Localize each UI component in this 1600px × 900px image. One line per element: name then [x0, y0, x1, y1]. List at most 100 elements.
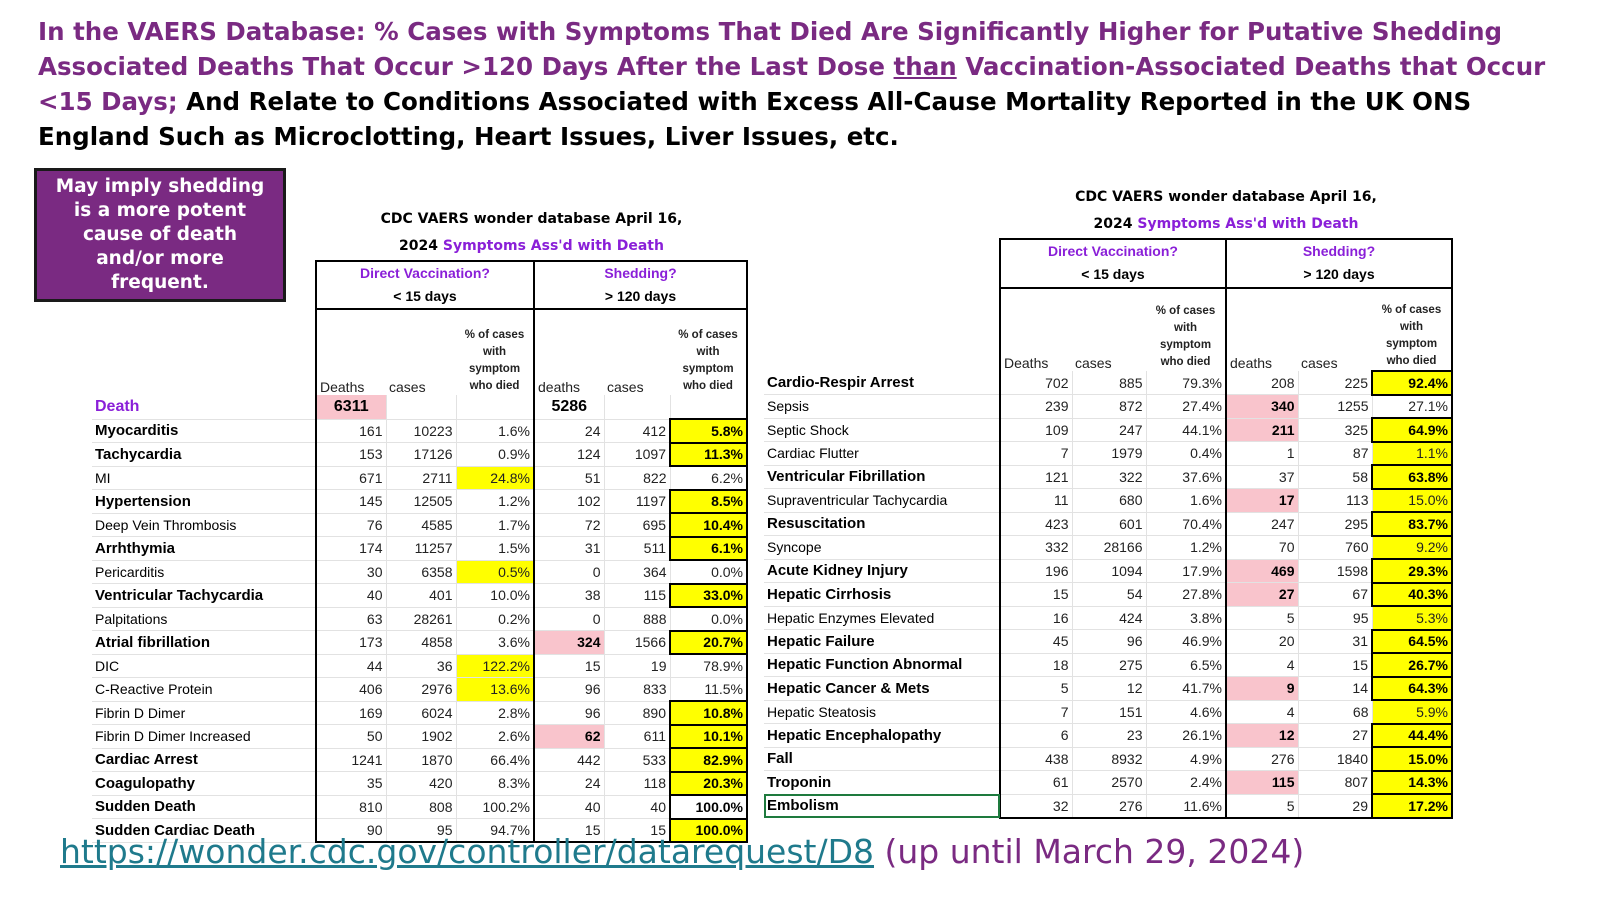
- right-header-pct-2: % of cases with symptom who died: [1372, 288, 1453, 371]
- right-title-line-2: 2024 Symptoms Ass'd with Death: [1000, 211, 1452, 239]
- table-row: Hepatic Failure 45 96 46.9% 20 31 64.5%: [764, 628, 1453, 654]
- deaths-over-120: 102: [534, 489, 605, 514]
- deaths-over-120: 208: [1226, 371, 1299, 395]
- pct-died-under-15: 66.4%: [456, 748, 535, 772]
- cases-under-15: 36: [386, 654, 457, 678]
- deaths-under-15: 702: [999, 371, 1073, 395]
- pct-died-under-15: 24.8%: [456, 466, 535, 490]
- deaths-under-15: 5: [999, 676, 1073, 701]
- pct-died-under-15: 17.9%: [1146, 559, 1227, 583]
- table-row: Acute Kidney Injury 196 1094 17.9% 469 1598 29…: [764, 558, 1453, 584]
- cases-under-15: 96: [1072, 629, 1147, 654]
- deaths-over-120: 31: [534, 536, 605, 561]
- cases-over-120: 1840: [1298, 747, 1373, 771]
- cases-under-15: 151: [1072, 700, 1147, 724]
- right-header-pct: % of cases with symptom who died: [1146, 288, 1227, 371]
- row-label: Myocarditis: [92, 419, 316, 443]
- deaths-over-120: 442: [534, 748, 605, 772]
- pct-died-under-15: 44.1%: [1146, 418, 1227, 442]
- cases-under-15: 601: [1072, 512, 1147, 536]
- cases-over-120: 1255: [1298, 394, 1373, 419]
- row-label: Acute Kidney Injury: [764, 559, 1000, 583]
- cases-under-15: 808: [386, 795, 457, 819]
- deaths-over-120: 5: [1226, 794, 1299, 819]
- left-header-cases-2: cases: [607, 379, 644, 395]
- cases-over-120: 58: [1298, 465, 1373, 489]
- pct-died-under-15: 27.8%: [1146, 582, 1227, 607]
- headline-part-2: Vaccination-Associated Deaths that Occur…: [38, 52, 1546, 116]
- pct-died-over-120: 10.4%: [669, 512, 748, 538]
- pct-died-under-15: 0.4%: [1146, 441, 1227, 466]
- table-row: Syncope 332 28166 1.2% 70 760 9.2%: [764, 535, 1453, 560]
- left-header-pct-2: % of cases with symptom who died: [670, 309, 748, 395]
- cases-over-120: 113: [1298, 488, 1373, 513]
- pct-died-over-120: 1.1%: [1372, 441, 1453, 466]
- row-label: Supraventricular Tachycardia: [764, 488, 1000, 513]
- deaths-over-120: 340: [1226, 394, 1299, 419]
- row-label: Hypertension: [92, 489, 316, 514]
- row-label: Arrhthymia: [92, 536, 316, 561]
- deaths-over-120: 0: [534, 560, 605, 584]
- deaths-over-120: 0: [534, 607, 605, 631]
- cases-over-120: 364: [604, 560, 671, 584]
- pct-died-under-15: 2.4%: [1146, 770, 1227, 795]
- row-label: Ventricular Fibrillation: [764, 465, 1000, 489]
- deaths-over-120: 40: [534, 795, 605, 819]
- pct-died-under-15: 0.2%: [456, 607, 535, 631]
- deaths-under-15: 332: [999, 535, 1073, 560]
- cases-over-120: 295: [1298, 512, 1373, 536]
- deaths-over-120: 124: [534, 442, 605, 467]
- pct-died-over-120: 82.9%: [669, 747, 748, 773]
- death-total-over-120: 5286: [534, 395, 605, 420]
- deaths-over-120: 24: [534, 771, 605, 796]
- table-row: Hepatic Cancer & Mets 5 12 41.7% 9 14 64.3%: [764, 675, 1453, 701]
- table-row: Resuscitation 423 601 70.4% 247 295 83.7%: [764, 511, 1453, 537]
- cases-under-15: 2711: [386, 466, 457, 490]
- row-label: Troponin: [764, 770, 1000, 795]
- cases-under-15: 2570: [1072, 770, 1147, 795]
- pct-died-over-120: 26.7%: [1371, 652, 1453, 678]
- pct-died-over-120: 14.3%: [1371, 769, 1453, 795]
- cases-over-120: 15: [604, 818, 671, 843]
- pct-died-over-120: 6.2%: [670, 466, 748, 490]
- pct-died-under-15: 1.2%: [1146, 535, 1227, 560]
- table-row: Pericarditis 30 6358 0.5% 0 364 0.0%: [92, 560, 748, 584]
- pct-died-over-120: 11.3%: [669, 441, 748, 467]
- cdc-wonder-link[interactable]: https://wonder.cdc.gov/controller/datare…: [60, 832, 875, 871]
- table-row: Cardiac Flutter 7 1979 0.4% 1 87 1.1%: [764, 441, 1453, 466]
- pct-died-over-120: 64.5%: [1371, 628, 1453, 654]
- right-table-body: Cardio-Respir Arrest 702 885 79.3% 208 225 92.…: [764, 370, 1453, 819]
- row-label: Resuscitation: [764, 512, 1000, 536]
- table-row: Myocarditis 161 10223 1.6% 24 412 5.8%: [92, 418, 748, 444]
- cases-under-15: 247: [1072, 418, 1147, 442]
- row-label: Cardiac Flutter: [764, 441, 1000, 466]
- right-header-deaths: Deaths: [999, 288, 1072, 371]
- deaths-over-120: 96: [534, 677, 605, 702]
- cases-under-15: 322: [1072, 465, 1147, 489]
- deaths-under-15: 61: [999, 770, 1073, 795]
- deaths-under-15: 671: [315, 466, 387, 490]
- pct-died-under-15: 26.1%: [1146, 723, 1227, 748]
- row-label: Fibrin D Dimer: [92, 701, 316, 725]
- table-row: Cardio-Respir Arrest 702 885 79.3% 208 225 92.…: [764, 370, 1453, 396]
- table-row: Arrhthymia 174 11257 1.5% 31 511 6.1%: [92, 535, 748, 561]
- table-row: Ventricular Fibrillation 121 322 37.6% 37 58 6…: [764, 464, 1453, 490]
- table-row: Troponin 61 2570 2.4% 115 807 14.3%: [764, 769, 1453, 795]
- cases-over-120: 27: [1298, 723, 1373, 748]
- cases-over-120: 1197: [604, 489, 671, 514]
- pct-died-under-15: 27.4%: [1146, 394, 1227, 419]
- row-label: Atrial fibrillation: [92, 630, 316, 655]
- cases-under-15: 885: [1072, 371, 1147, 395]
- cases-under-15: 28261: [386, 607, 457, 631]
- deaths-over-120: 70: [1226, 535, 1299, 560]
- source-note: (up until March 29, 2024): [874, 832, 1305, 871]
- pct-died-under-15: 11.6%: [1146, 794, 1227, 819]
- deaths-over-120: 15: [534, 818, 605, 843]
- pct-died-over-120: 44.4%: [1371, 722, 1453, 748]
- deaths-over-120: 1: [1226, 441, 1299, 466]
- left-title-line-1: CDC VAERS wonder database April 16,: [380, 211, 683, 227]
- cases-under-15: 12: [1072, 676, 1147, 701]
- headline-than: than: [893, 52, 957, 81]
- row-label: Coagulopathy: [92, 771, 316, 796]
- left-header-deaths-2: deaths: [538, 379, 581, 395]
